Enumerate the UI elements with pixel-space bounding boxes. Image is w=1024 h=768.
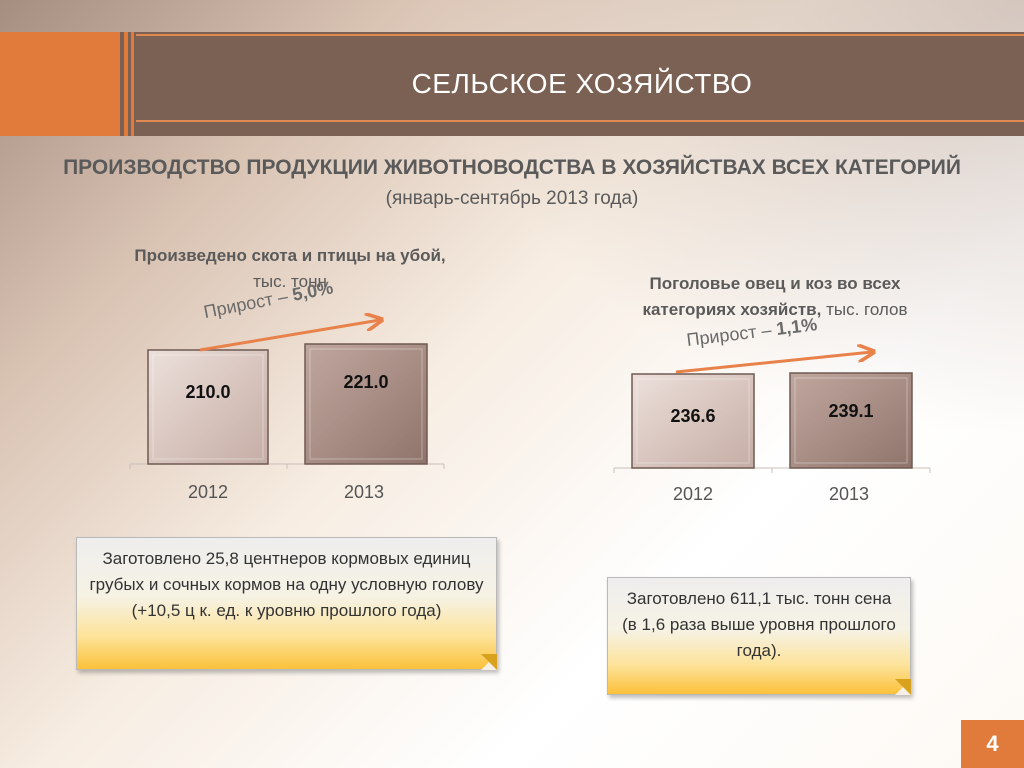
left-chart-caption-unit: тыс. тонн <box>253 272 327 291</box>
left-note-text: Заготовлено 25,8 центнеров кормовых един… <box>89 549 484 620</box>
bar-2013 <box>789 372 913 469</box>
left-bar-chart: 210.0 2012 221.0 2013 <box>129 343 445 502</box>
right-note-text: Заготовлено 611,1 тыс. тонн сена (в 1,6 … <box>622 589 896 660</box>
left-chart-caption: Произведено скота и птицы на убой, тыс. … <box>80 243 500 295</box>
right-chart-caption: Поголовье овец и коз во всех категориях … <box>590 271 960 323</box>
bar-bevel <box>794 377 908 464</box>
header-line <box>136 34 1024 36</box>
right-chart-caption-line1: Поголовье овец и коз во всех <box>649 274 901 293</box>
subtitle: (январь-сентябрь 2013 года) <box>385 188 639 209</box>
bar-2012 <box>147 349 269 465</box>
header-stripe <box>124 32 128 136</box>
x-tick-label: 2013 <box>344 482 384 502</box>
right-bar-chart: 236.6 2012 239.1 2013 <box>613 372 931 504</box>
header-stripe <box>131 32 134 136</box>
right-chart-caption-line2: категориях хозяйств, <box>642 300 822 319</box>
right-note-box: Заготовлено 611,1 тыс. тонн сена (в 1,6 … <box>607 577 911 695</box>
left-growth-arrow <box>199 320 380 352</box>
header-band <box>0 32 1024 136</box>
left-chart-caption-title: Произведено скота и птицы на убой, <box>134 246 446 265</box>
right-growth-arrow <box>675 352 872 374</box>
bar-bevel <box>152 354 264 460</box>
header-line <box>136 120 1024 122</box>
slide-title: СЕЛЬСКОЕ ХОЗЯЙСТВО <box>411 68 753 99</box>
note-fold <box>895 679 911 695</box>
right-chart-caption-unit: тыс. голов <box>821 300 908 319</box>
bar-value-label: 239.1 <box>828 401 873 421</box>
x-tick-label: 2013 <box>829 484 869 504</box>
bar-bevel <box>309 348 423 460</box>
bar-value-label: 221.0 <box>343 372 388 392</box>
bar-2013 <box>304 343 428 465</box>
bar-value-label: 236.6 <box>670 406 715 426</box>
x-tick-label: 2012 <box>188 482 228 502</box>
bar-bevel <box>636 378 750 464</box>
left-note-box: Заготовлено 25,8 центнеров кормовых един… <box>76 537 497 670</box>
main-title: ПРОИЗВОДСТВО ПРОДУКЦИИ ЖИВОТНОВОДСТВА В … <box>63 156 961 179</box>
bar-value-label: 210.0 <box>185 382 230 402</box>
page-number: 4 <box>961 720 1024 768</box>
note-fold <box>481 654 497 670</box>
bar-2012 <box>631 373 755 469</box>
x-tick-label: 2012 <box>673 484 713 504</box>
header-accent-block <box>0 32 120 136</box>
